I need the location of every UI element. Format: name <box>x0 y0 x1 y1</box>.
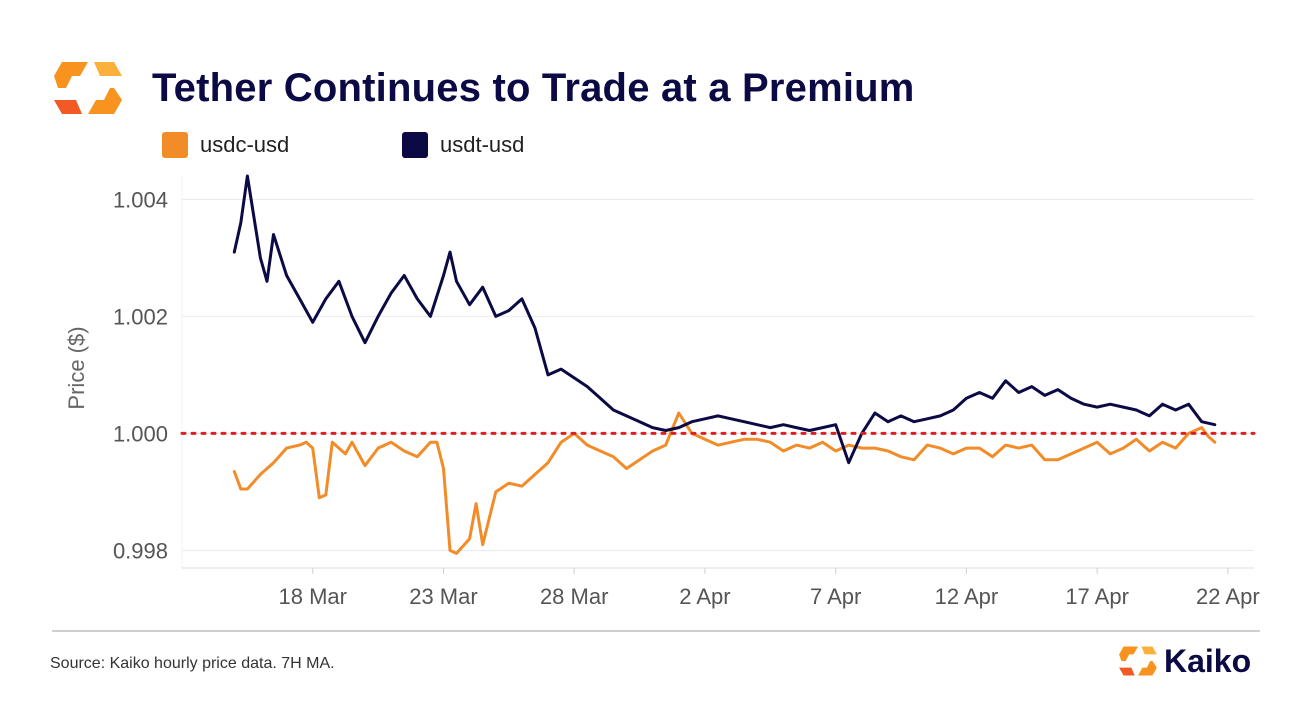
legend-item-usdt: usdt-usd <box>402 132 524 158</box>
y-tick-label: 1.002 <box>113 304 168 329</box>
x-tick-label: 23 Mar <box>409 584 477 609</box>
kaiko-brand-icon <box>1119 646 1157 676</box>
kaiko-brand: Kaiko <box>1118 642 1251 680</box>
kaiko-logo-icon <box>54 62 122 114</box>
price-chart: 0.998 1.000 1.002 1.004 18 Mar 23 Mar 28 Mar 2 … <box>64 174 1260 609</box>
y-axis-label: Price ($) <box>64 326 89 409</box>
axes: 0.998 1.000 1.002 1.004 18 Mar 23 Mar 28 Mar 2 … <box>113 176 1260 609</box>
y-tick-label: 1.000 <box>113 421 168 446</box>
x-tick-label: 22 Apr <box>1196 584 1260 609</box>
y-tick-label: 1.004 <box>113 187 168 212</box>
legend-swatch-usdt <box>402 132 428 158</box>
series-line-usdt <box>232 174 1217 465</box>
x-tick-label: 28 Mar <box>540 584 608 609</box>
x-tick-label: 12 Apr <box>935 584 999 609</box>
source-note: Source: Kaiko hourly price data. 7H MA. <box>50 655 335 672</box>
x-tick-label: 17 Apr <box>1065 584 1129 609</box>
chart-title: Tether Continues to Trade at a Premium <box>152 66 915 110</box>
series-lines <box>180 174 1256 555</box>
legend-swatch-usdc <box>162 132 188 158</box>
legend-item-usdc: usdc-usd <box>162 132 289 158</box>
legend-label-usdt: usdt-usd <box>440 132 525 157</box>
grid-lines <box>182 198 1254 551</box>
footer-divider <box>52 630 1260 632</box>
x-tick-label: 18 Mar <box>278 584 346 609</box>
x-tick-label: 2 Apr <box>679 584 730 609</box>
kaiko-brand-name: Kaiko <box>1164 642 1252 679</box>
y-tick-label: 0.998 <box>113 538 168 563</box>
legend-label-usdc: usdc-usd <box>200 132 290 157</box>
x-tick-label: 7 Apr <box>810 584 861 609</box>
